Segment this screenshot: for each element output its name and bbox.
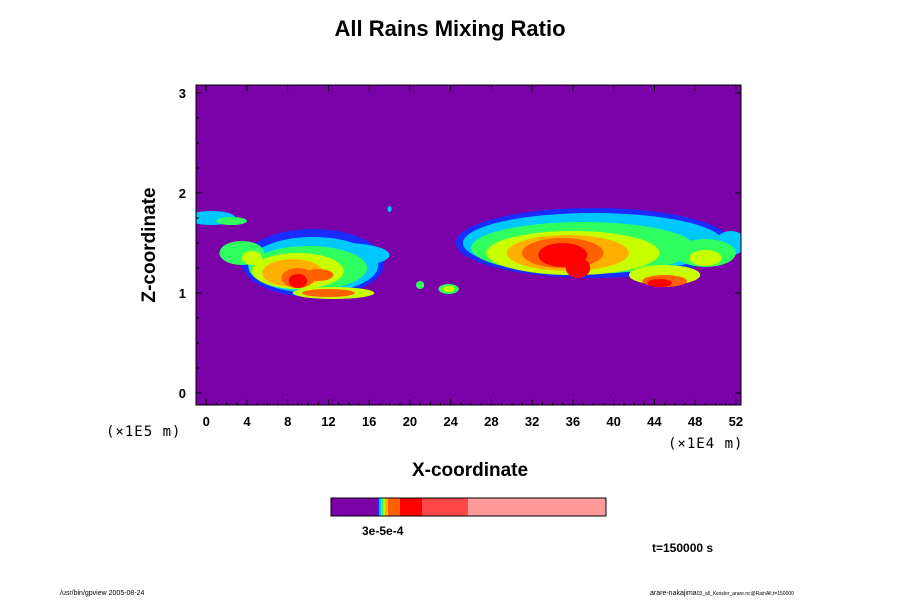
colorbar-frame (330, 497, 607, 517)
contour-feature (647, 279, 672, 287)
x-tick-label: 16 (362, 414, 376, 429)
x-tick-label: 12 (321, 414, 335, 429)
colorbar-label: 3e-5e-4 (362, 524, 404, 538)
contour-feature (216, 217, 247, 225)
x-tick-label: 52 (729, 414, 743, 429)
colorbar-segment (468, 498, 606, 516)
x-tick-label: 24 (443, 414, 458, 429)
contour-feature (301, 289, 355, 297)
contour-feature (241, 251, 263, 265)
x-axis-label: X-coordinate (411, 460, 529, 481)
colorbar-segment (400, 498, 422, 516)
contour-feature (689, 250, 722, 266)
footer-left: /usr/bin/gpview 2005-08-24 (60, 590, 145, 597)
colorbar-segment (381, 498, 383, 516)
footer-right-main: arare-nakajima (650, 590, 697, 597)
x-tick-label: 36 (566, 414, 580, 429)
plot-frame (195, 84, 742, 406)
y-tick-label: 0 (179, 386, 186, 401)
contour-feature (442, 286, 455, 292)
contour-feature (288, 274, 308, 288)
y-axis-unit: (×1E5 m) (106, 424, 182, 440)
time-label: t=150000 s (652, 541, 714, 555)
colorbar-segment (383, 498, 385, 516)
colorbar-segment (385, 498, 388, 516)
x-tick-label: 20 (403, 414, 417, 429)
footer-right: arare-nakajima03_all_Kessler_arare.nc@Ra… (650, 590, 794, 597)
y-axis-label: Z-coordinate (139, 187, 160, 303)
x-tick-label: 48 (688, 414, 702, 429)
y-tick-label: 1 (179, 286, 186, 301)
colorbar (330, 497, 607, 517)
chart-title: All Rains Mixing Ratio (334, 16, 566, 41)
x-tick-label: 32 (525, 414, 539, 429)
colorbar-segment (379, 498, 381, 516)
field-layer (196, 206, 741, 299)
colorbar-segment (331, 498, 377, 516)
contour-feature (387, 206, 392, 212)
x-tick-label: 28 (484, 414, 498, 429)
contour-feature (416, 281, 425, 289)
x-tick-label: 40 (606, 414, 620, 429)
colorbar-segment (377, 498, 379, 516)
contour-feature (565, 258, 591, 278)
footer-right-small: 03_all_Kessler_arare.nc@RainAll,t=150000 (696, 591, 794, 597)
x-tick-label: 44 (647, 414, 662, 429)
y-tick-label: 2 (179, 186, 186, 201)
x-tick-label: 0 (203, 414, 210, 429)
x-axis-unit: (×1E4 m) (668, 436, 744, 452)
x-tick-label: 8 (284, 414, 291, 429)
x-tick-label: 4 (243, 414, 251, 429)
colorbar-segment (422, 498, 468, 516)
y-tick-label: 3 (179, 86, 186, 101)
contour-feature (302, 269, 334, 281)
colorbar-segment (388, 498, 400, 516)
